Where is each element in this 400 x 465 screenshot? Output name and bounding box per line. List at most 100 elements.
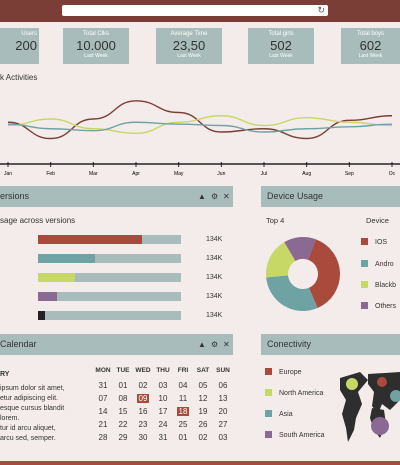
calendar-day[interactable]: 14 — [98, 407, 108, 416]
calendar-day-header: FRI — [177, 367, 189, 374]
stat-card-clicks: Total Clks 10.000 Last Week — [63, 28, 129, 64]
calendar-event-line: esque cursus blandit — [0, 405, 65, 412]
legend-swatch — [265, 389, 272, 396]
calendar-day[interactable]: 31 — [158, 433, 168, 442]
version-bar-value: 134K — [206, 293, 223, 300]
calendar-event-line: etur adipiscing elit. — [0, 395, 58, 402]
calendar-day-header: TUE — [116, 367, 130, 374]
chart-tick-label: Feb — [46, 171, 55, 177]
version-bar-track — [38, 254, 181, 263]
calendar-day[interactable]: 09 — [136, 394, 150, 403]
activities-title: k Activities — [0, 73, 38, 82]
chart-series-line — [7, 115, 393, 135]
chart-tick-label: Aug — [302, 171, 311, 177]
versions-panel-header: ersions ▲ ⚙ ✕ — [0, 186, 233, 207]
close-icon[interactable]: ✕ — [223, 340, 230, 349]
calendar-day[interactable]: 06 — [218, 381, 228, 390]
calendar-day[interactable]: 16 — [138, 407, 148, 416]
version-bar-fill — [38, 311, 46, 320]
search-input[interactable]: ↻ — [62, 5, 328, 16]
calendar-day-header: SAT — [196, 367, 210, 374]
chart-tick-label: Mar — [89, 171, 98, 177]
calendar-day[interactable]: 24 — [158, 420, 168, 429]
calendar-day[interactable]: 04 — [178, 381, 188, 390]
device-panel-header: Device Usage — [261, 186, 400, 207]
calendar-day[interactable]: 10 — [158, 394, 168, 403]
versions-title: ersions — [0, 191, 30, 201]
close-icon[interactable]: ✕ — [223, 192, 230, 201]
version-bar-fill — [38, 292, 57, 301]
versions-subtitle: sage across versions — [0, 216, 76, 225]
footer-bar — [0, 461, 400, 465]
device-donut-chart — [266, 237, 340, 311]
device-legend-android: Andro — [361, 260, 394, 268]
connectivity-legend-north-america: North America — [265, 389, 323, 397]
calendar-day[interactable]: 22 — [118, 420, 128, 429]
device-legend-blackberry: Blackb — [361, 281, 396, 289]
version-bar-value: 134K — [206, 236, 223, 243]
chart-tick-label: Apr — [132, 171, 140, 177]
calendar-title: Calendar — [0, 339, 37, 349]
legend-swatch — [361, 302, 368, 309]
calendar-day[interactable]: 12 — [198, 394, 208, 403]
calendar-day[interactable]: 03 — [158, 381, 168, 390]
version-bar-track — [38, 235, 181, 244]
calendar-day[interactable]: 19 — [198, 407, 208, 416]
gear-icon[interactable]: ⚙ — [211, 340, 219, 349]
connectivity-legend-asia: Asia — [265, 410, 293, 418]
connectivity-panel-header: Conectivity — [261, 334, 400, 355]
calendar-day-header: MON — [95, 367, 111, 374]
calendar-day[interactable]: 20 — [218, 407, 228, 416]
calendar-day[interactable]: 30 — [138, 433, 148, 442]
legend-swatch — [361, 281, 368, 288]
calendar-event-heading: RY — [0, 371, 10, 378]
calendar-day[interactable]: 07 — [98, 394, 108, 403]
device-legend-others: Others — [361, 302, 396, 310]
donut-slice — [284, 237, 316, 262]
version-bar-value: 134K — [206, 255, 223, 262]
calendar-event-line: arcu sed, semper. — [0, 435, 56, 442]
calendar-day[interactable]: 29 — [118, 433, 128, 442]
search-icon[interactable]: ↻ — [317, 5, 325, 15]
calendar-day[interactable]: 15 — [118, 407, 128, 416]
version-bar-track — [38, 292, 181, 301]
calendar-day[interactable]: 11 — [178, 394, 188, 403]
collapse-icon[interactable]: ▲ — [198, 192, 206, 201]
calendar-day[interactable]: 02 — [138, 381, 148, 390]
calendar-day[interactable]: 05 — [198, 381, 208, 390]
connectivity-legend-europe: Europe — [265, 368, 302, 376]
calendar-day[interactable]: 02 — [198, 433, 208, 442]
map-landmass-americas — [340, 372, 368, 442]
calendar-day[interactable]: 23 — [138, 420, 148, 429]
connectivity-title: Conectivity — [267, 339, 312, 349]
chart-tick-label: Jul — [261, 171, 267, 177]
calendar-day[interactable]: 08 — [118, 394, 128, 403]
calendar-day[interactable]: 25 — [178, 420, 188, 429]
stat-card-users: Users 200 — [0, 28, 39, 64]
activities-chart: Jan Feb Mar Apr May Jun Jul Aug Sep Oc — [0, 100, 400, 177]
calendar-day[interactable]: 13 — [218, 394, 228, 403]
map-bubble-asia — [390, 390, 400, 402]
device-title: Device Usage — [267, 191, 324, 201]
calendar-day[interactable]: 03 — [218, 433, 228, 442]
calendar-day[interactable]: 31 — [98, 381, 108, 390]
calendar-day[interactable]: 21 — [98, 420, 108, 429]
calendar-day[interactable]: 01 — [118, 381, 128, 390]
map-bubble-north-america — [346, 378, 358, 390]
calendar-day[interactable]: 28 — [98, 433, 108, 442]
legend-swatch — [265, 431, 272, 438]
calendar-day[interactable]: 18 — [176, 407, 190, 416]
legend-swatch — [361, 260, 368, 267]
device-column-label: Device — [366, 216, 389, 225]
calendar-day[interactable]: 27 — [218, 420, 228, 429]
gear-icon[interactable]: ⚙ — [211, 192, 219, 201]
map-landmass-eurasia — [368, 372, 400, 414]
calendar-day[interactable]: 01 — [178, 433, 188, 442]
calendar-panel-header: Calendar ▲ ⚙ ✕ — [0, 334, 233, 355]
chart-series-line — [7, 100, 393, 140]
calendar-day[interactable]: 26 — [198, 420, 208, 429]
collapse-icon[interactable]: ▲ — [198, 340, 206, 349]
calendar-day[interactable]: 17 — [158, 407, 168, 416]
stat-card-boys: Total boys 602 Last Week — [341, 28, 400, 64]
chart-tick-label: Oc — [389, 171, 396, 177]
